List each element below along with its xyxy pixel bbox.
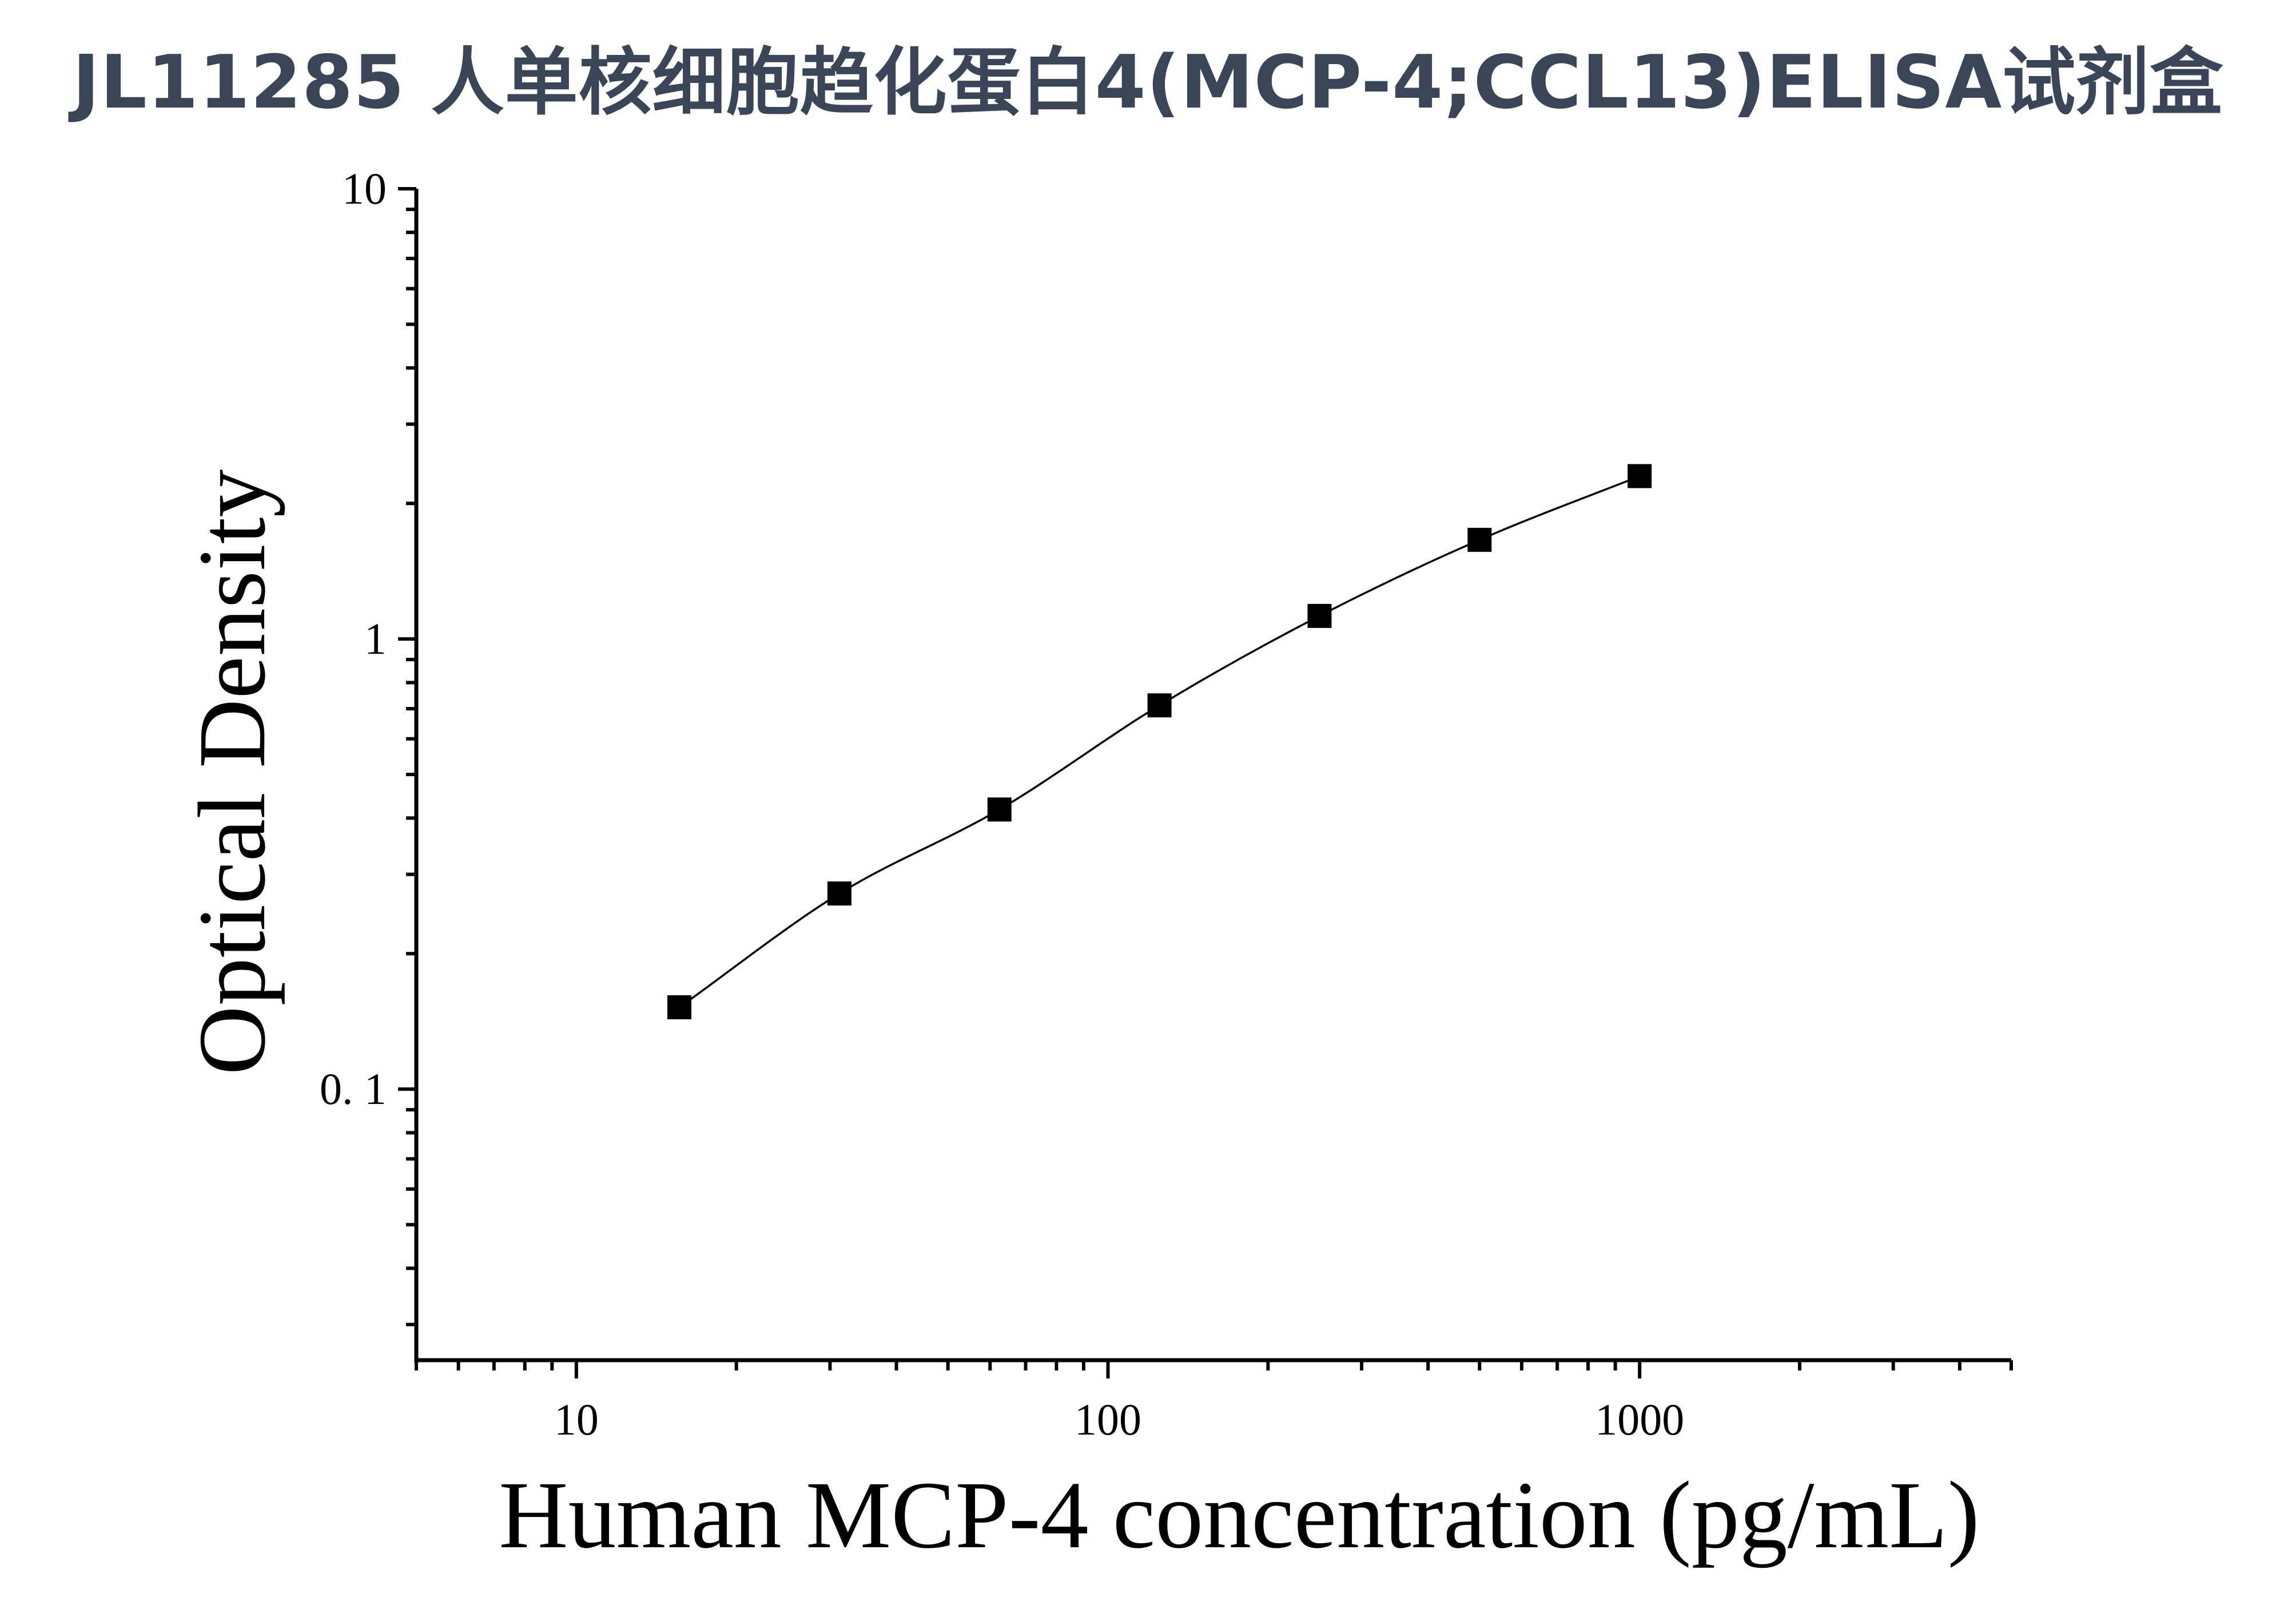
- y-tick-label: 0. 1: [320, 1064, 387, 1114]
- fit-curve-layer: [678, 475, 1640, 1008]
- y-tick-label: 1: [364, 614, 387, 664]
- fit-curve-line: [678, 475, 1640, 1008]
- x-tick-label: 100: [1075, 1395, 1141, 1444]
- data-point-marker: [1307, 603, 1332, 628]
- axes: [398, 187, 2013, 1378]
- data-point-marker: [827, 881, 851, 906]
- data-point-marker: [987, 797, 1012, 822]
- y-axis-title: Optical Density: [179, 469, 285, 1075]
- data-point-marker: [1147, 693, 1172, 718]
- data-point-marker: [1628, 464, 1652, 488]
- chart-title: JL11285 人单核细胞趋化蛋白4(MCP-4;CCL13)ELISA试剂盒: [72, 40, 2224, 125]
- x-tick-label: 1000: [1595, 1395, 1684, 1444]
- data-point-marker: [1467, 527, 1492, 552]
- axis-labels: Human MCP-4 concentration (pg/mL) Optica…: [179, 164, 1980, 1568]
- x-tick-label: 10: [554, 1395, 599, 1444]
- data-point-marker: [667, 995, 692, 1020]
- data-points-layer: [667, 464, 1652, 1020]
- x-axis-title: Human MCP-4 concentration (pg/mL): [499, 1462, 1979, 1568]
- y-tick-label: 10: [342, 164, 387, 213]
